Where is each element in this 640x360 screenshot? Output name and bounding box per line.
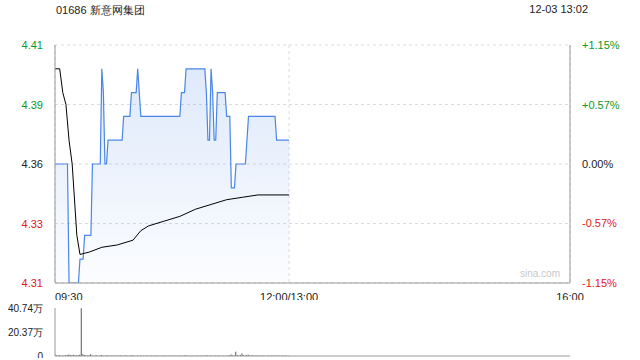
svg-text:-1.15%: -1.15% [582,277,617,289]
svg-text:+1.15%: +1.15% [582,39,620,51]
svg-text:09:30: 09:30 [55,291,83,300]
svg-text:-0.57%: -0.57% [582,217,617,229]
html-text:01686 新意网集团: 01686 新意网集团 [56,4,145,16]
svg-text:4.41: 4.41 [22,39,43,51]
svg-text:+0.57%: +0.57% [582,99,620,111]
svg-text:40.74万: 40.74万 [8,303,43,314]
svg-text:12:00/13:00: 12:00/13:00 [260,291,318,300]
svg-text:20.37万: 20.37万 [8,327,43,338]
svg-text:4.39: 4.39 [22,99,43,111]
svg-text:4.33: 4.33 [22,218,43,230]
svg-text:16:00: 16:00 [556,291,584,300]
svg-text:0: 0 [37,351,43,358]
svg-text:4.31: 4.31 [22,277,43,289]
svg-text:0.00%: 0.00% [582,158,613,170]
html-text:12-03 13:02: 12-03 13:02 [529,3,588,15]
svg-text:4.36: 4.36 [22,158,43,170]
html-text:sina.com: sina.com [520,268,560,279]
